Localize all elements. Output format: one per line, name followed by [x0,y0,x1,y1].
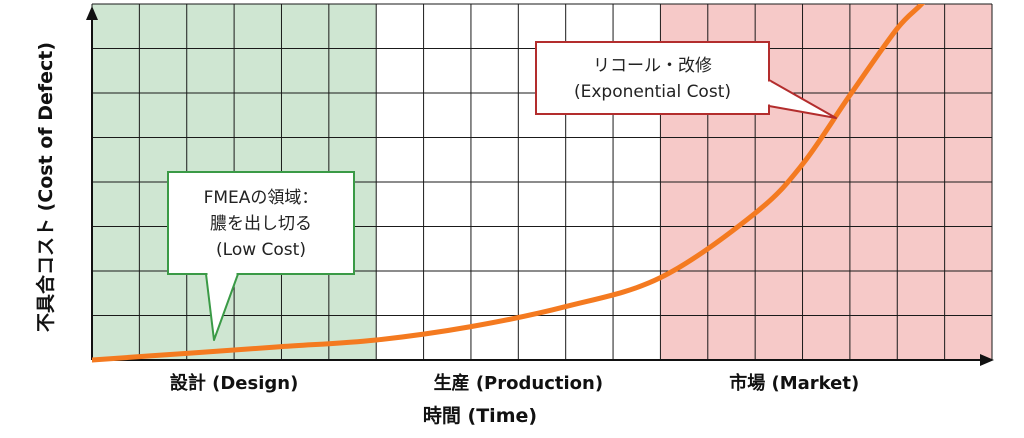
callout-1: リコール・改修 (Exponential Cost) [535,41,837,119]
callout-box [167,171,355,275]
phase-labels: 設計 (Design) 生産 (Production) 市場 (Market) [170,372,859,394]
series-line-0 [92,4,926,363]
axes [86,6,994,366]
y-axis-label: 不具合コスト (Cost of Defect) [34,42,57,332]
phase-label-0: 設計 (Design) [170,372,298,394]
x-axis-arrow-icon [980,354,994,366]
y-axis-arrow-icon [86,6,98,20]
callout-line: FMEAの領域： [204,188,319,208]
callout-box [535,41,770,115]
callout-line: (Exponential Cost) [574,82,731,102]
callout-0: FMEAの領域： 膿を出し切る (Low Cost) [167,171,355,341]
phase-label-2: 市場 (Market) [729,372,859,394]
x-axis-label: 時間 (Time) [423,405,537,427]
callouts: FMEAの領域： 膿を出し切る (Low Cost) リコール・改修 (Exponent… [167,41,837,341]
phase-label-1: 生産 (Production) [434,372,603,394]
callout-line: (Low Cost) [216,240,306,260]
series-group [92,4,926,363]
callout-line: リコール・改修 [593,56,712,76]
callout-line: 膿を出し切る [210,214,312,234]
